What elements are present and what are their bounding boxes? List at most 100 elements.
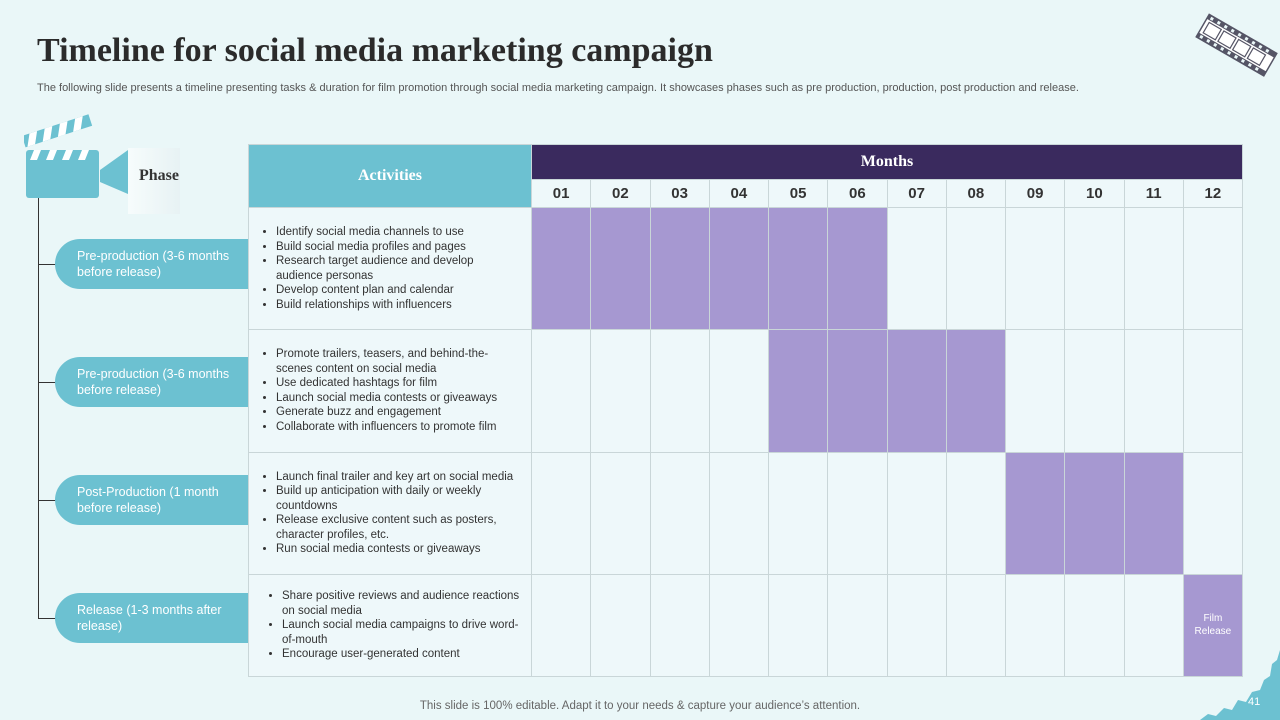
activity-item: Identify social media channels to use [276, 225, 521, 240]
activity-item: Collaborate with influencers to promote … [276, 420, 521, 435]
activity-item: Use dedicated hashtags for film [276, 376, 521, 391]
month-cell [827, 451, 888, 575]
phase-pill-production: Pre-production (3-6 months before releas… [55, 357, 248, 407]
month-label: 07 [886, 179, 947, 208]
phase-pill-post-production: Post-Production (1 month before release) [55, 475, 248, 525]
month-cell [886, 573, 947, 678]
activity-item: Launch social media campaigns to drive w… [282, 618, 521, 647]
activities-cell: Launch final trailer and key art on soci… [248, 451, 532, 575]
film-strip-icon [1195, 13, 1278, 77]
months-header: Months [530, 144, 1244, 180]
phase-header: Phase [139, 167, 179, 184]
activities-cell: Promote trailers, teasers, and behind-th… [248, 329, 532, 453]
page-title: Timeline for social media marketing camp… [37, 32, 713, 69]
months-header-row: Activities Months [248, 144, 1244, 208]
month-cell [886, 206, 947, 331]
footer-note: This slide is 100% editable. Adapt it to… [419, 700, 861, 712]
activity-item: Run social media contests or giveaways [276, 542, 521, 557]
month-cell [1182, 329, 1244, 453]
activity-item: Build social media profiles and pages [276, 240, 521, 255]
month-cell [945, 329, 1007, 453]
month-cell [649, 573, 710, 678]
month-cell [1004, 451, 1066, 575]
month-cell [1004, 206, 1066, 331]
month-cell [1064, 451, 1125, 575]
page-subtitle: The following slide presents a timeline … [37, 82, 1079, 94]
activities-cell: Share positive reviews and audience reac… [248, 573, 532, 678]
activity-item: Encourage user-generated content [282, 647, 521, 662]
activity-item: Promote trailers, teasers, and behind-th… [276, 347, 521, 376]
month-cell [1123, 206, 1184, 331]
month-cell [590, 573, 651, 678]
phase-row: Identify social media channels to use Bu… [248, 206, 1244, 331]
megaphone-cone-icon [100, 148, 180, 214]
activity-item: Release exclusive content such as poster… [276, 513, 521, 542]
month-label: 10 [1064, 179, 1125, 208]
tree-branch [38, 500, 56, 501]
month-cell [708, 329, 770, 453]
activity-item: Build relationships with influencers [276, 298, 521, 313]
month-cell [1004, 329, 1066, 453]
month-label: 11 [1123, 179, 1184, 208]
month-cell [530, 573, 592, 678]
clapperboard-icon [24, 114, 99, 198]
month-cell [945, 573, 1007, 678]
month-label: 05 [767, 179, 829, 208]
month-cell [1004, 573, 1066, 678]
month-cell [827, 573, 888, 678]
month-cell [886, 451, 947, 575]
month-label: 01 [530, 179, 592, 208]
month-cell [945, 206, 1007, 331]
month-label: 12 [1182, 179, 1244, 208]
activity-list: Share positive reviews and audience reac… [249, 589, 531, 662]
month-cell [767, 451, 829, 575]
month-cell [1123, 451, 1184, 575]
tree-trunk [38, 198, 39, 618]
tree-branch [38, 618, 56, 619]
month-label: 02 [590, 179, 651, 208]
month-cell [827, 206, 888, 331]
month-cell [649, 451, 710, 575]
month-cell [1064, 329, 1125, 453]
month-cell [708, 206, 770, 331]
phase-row: Launch final trailer and key art on soci… [248, 451, 1244, 575]
activity-item: Generate buzz and engagement [276, 405, 521, 420]
month-cell: Film Release [1182, 573, 1244, 678]
month-cell [649, 329, 710, 453]
month-cell [945, 451, 1007, 575]
month-cell [1182, 451, 1244, 575]
month-label: 08 [945, 179, 1007, 208]
activity-list: Identify social media channels to use Bu… [249, 225, 531, 312]
activity-item: Develop content plan and calendar [276, 283, 521, 298]
month-cell [1064, 206, 1125, 331]
activity-list: Promote trailers, teasers, and behind-th… [249, 347, 531, 434]
tree-branch [38, 264, 56, 265]
month-cell [649, 206, 710, 331]
month-cell [590, 451, 651, 575]
phase-pill-pre-production: Pre-production (3-6 months before releas… [55, 239, 248, 289]
phase-pill-release: Release (1-3 months after release) [55, 593, 248, 643]
month-cell [1123, 573, 1184, 678]
month-cell [708, 451, 770, 575]
month-label: 03 [649, 179, 710, 208]
month-cell [530, 206, 592, 331]
month-cell [708, 573, 770, 678]
phase-row: Promote trailers, teasers, and behind-th… [248, 329, 1244, 453]
month-cell [1064, 573, 1125, 678]
activity-item: Launch social media contests or giveaway… [276, 391, 521, 406]
month-cell [590, 329, 651, 453]
activity-item: Research target audience and develop aud… [276, 254, 521, 283]
month-cell [530, 451, 592, 575]
month-label: 04 [708, 179, 770, 208]
activity-item: Build up anticipation with daily or week… [276, 484, 521, 513]
phase-row: Share positive reviews and audience reac… [248, 573, 1244, 678]
month-cell [530, 329, 592, 453]
activities-cell: Identify social media channels to use Bu… [248, 206, 532, 331]
activity-item: Share positive reviews and audience reac… [282, 589, 521, 618]
month-cell [767, 573, 829, 678]
month-cell [886, 329, 947, 453]
activity-list: Launch final trailer and key art on soci… [249, 470, 531, 557]
month-cell [827, 329, 888, 453]
month-cell [767, 329, 829, 453]
film-release-note: Film Release [1194, 613, 1232, 638]
